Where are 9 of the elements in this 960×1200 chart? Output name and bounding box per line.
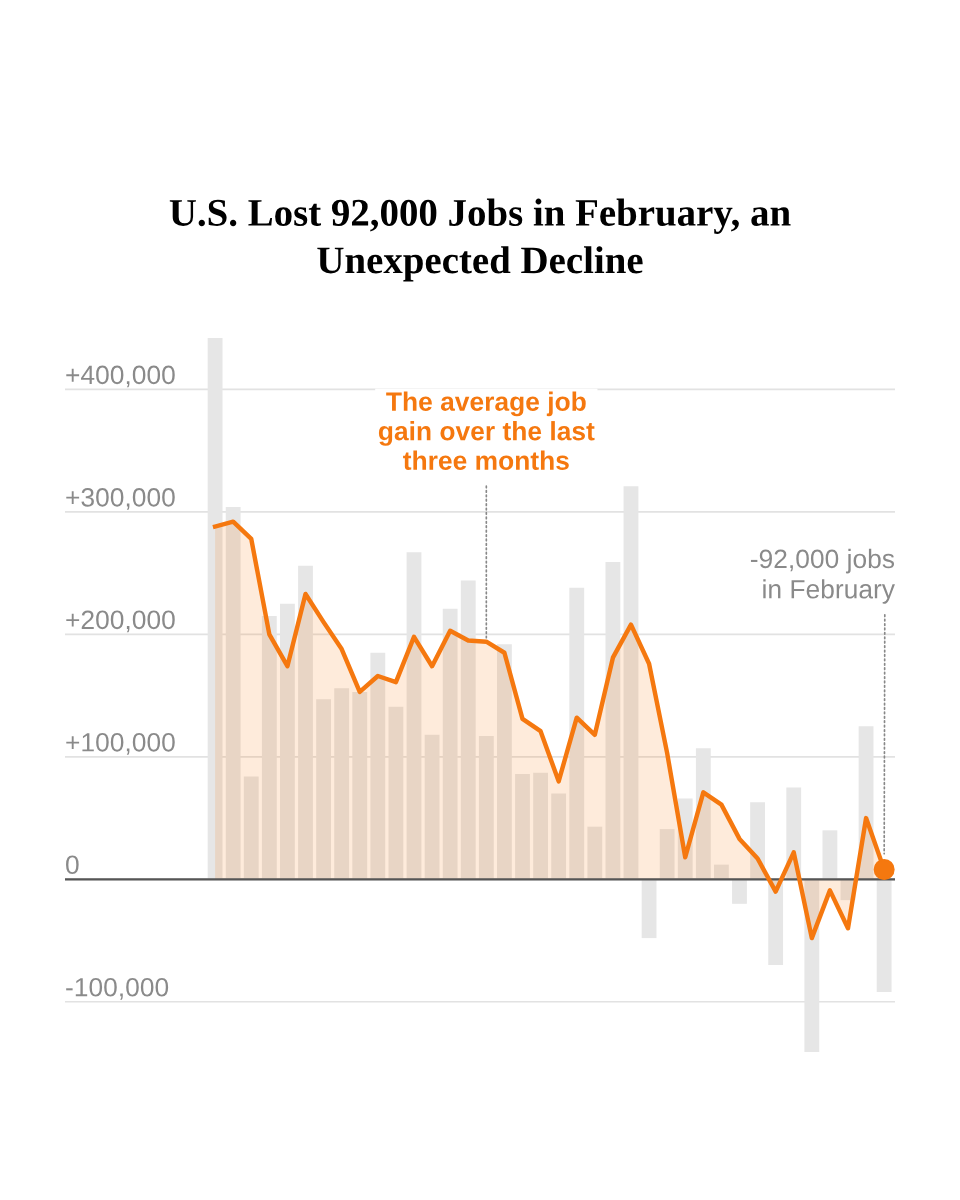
y-tick-label: +300,000 [66, 488, 175, 510]
y-tick-label: +400,000 [66, 365, 175, 388]
y-tick-label: 0 [66, 855, 79, 875]
annotation: The average job gain over the last three months [378, 391, 595, 470]
y-tick-label: -100,000 [66, 977, 169, 1000]
y-tick-label: +200,000 [66, 610, 175, 633]
annotation: -92,000 jobs in February [750, 548, 895, 604]
y-tick-label: +100,000 [66, 732, 175, 755]
chart-title: U.S. Lost 92,000 Jobs in February, an Unexpected Decline [169, 198, 791, 282]
